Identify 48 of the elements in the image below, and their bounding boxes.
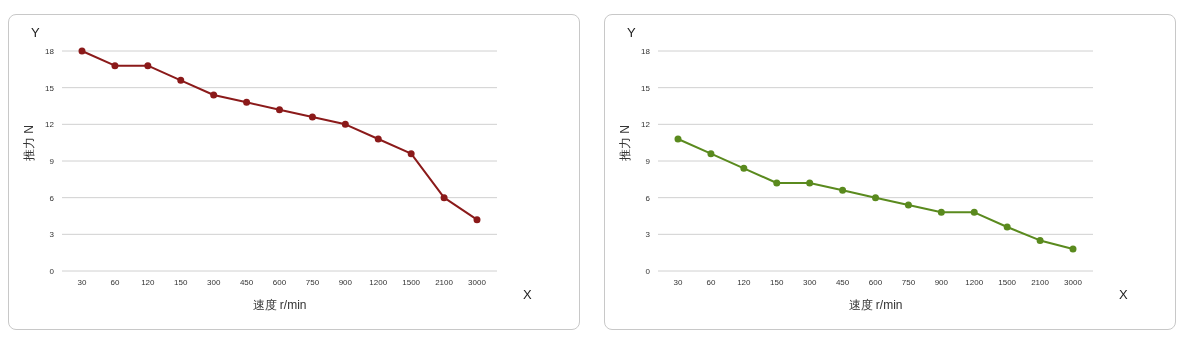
x-tick-label: 750: [305, 277, 320, 287]
y-tick-label: 15: [45, 83, 55, 93]
y-tick-label: 15: [641, 83, 651, 93]
x-tick-label: 2100: [435, 277, 454, 287]
text: Y: [31, 25, 40, 40]
y-axis-title: 推力 N: [618, 125, 633, 161]
x-tick-label: 450: [239, 277, 254, 287]
x-tick-label: 3000: [468, 277, 487, 287]
text: X: [1119, 287, 1128, 302]
x-tick-label: 150: [174, 277, 188, 287]
y-tick-label: 9: [49, 156, 55, 166]
y-tick-label: 12: [641, 120, 651, 130]
text: Y: [627, 25, 636, 40]
x-tick-label: 600: [868, 277, 883, 287]
x-tick-label: 1500: [402, 277, 421, 287]
x-tick-label: 30: [673, 277, 683, 287]
x-tick-label: 1200: [965, 277, 984, 287]
y-tick-label: 18: [45, 46, 55, 56]
x-tick-label: 2100: [1031, 277, 1050, 287]
x-tick-label: 120: [141, 277, 156, 287]
y-tick-label: 0: [49, 266, 55, 276]
x-tick-label: 600: [272, 277, 287, 287]
x-tick-label: 120: [737, 277, 752, 287]
x-tick-label: 450: [835, 277, 850, 287]
x-axis-title: 速度 r/min: [252, 298, 307, 312]
x-tick-label: 150: [770, 277, 784, 287]
x-tick-label: 60: [110, 277, 120, 287]
y-tick-label: 6: [645, 193, 651, 203]
y-tick-label: 3: [49, 230, 55, 240]
text: X: [523, 287, 532, 302]
x-tick-label: 750: [901, 277, 916, 287]
y-tick-label: 9: [645, 156, 651, 166]
x-tick-label: 60: [706, 277, 716, 287]
x-axis-title: 速度 r/min: [848, 298, 903, 312]
y-tick-label: 12: [45, 120, 55, 130]
x-tick-label: 1200: [369, 277, 388, 287]
x-tick-label: 300: [802, 277, 817, 287]
x-tick-label: 3000: [1064, 277, 1083, 287]
y-tick-label: 18: [641, 46, 651, 56]
x-tick-label: 30: [77, 277, 87, 287]
y-tick-label: 6: [49, 193, 55, 203]
y-tick-label: 0: [645, 266, 651, 276]
x-tick-label: 900: [934, 277, 949, 287]
y-tick-label: 3: [645, 230, 651, 240]
x-tick-label: 300: [206, 277, 221, 287]
x-tick-label: 900: [338, 277, 353, 287]
x-tick-label: 1500: [998, 277, 1017, 287]
y-axis-title: 推力 N: [22, 125, 37, 161]
